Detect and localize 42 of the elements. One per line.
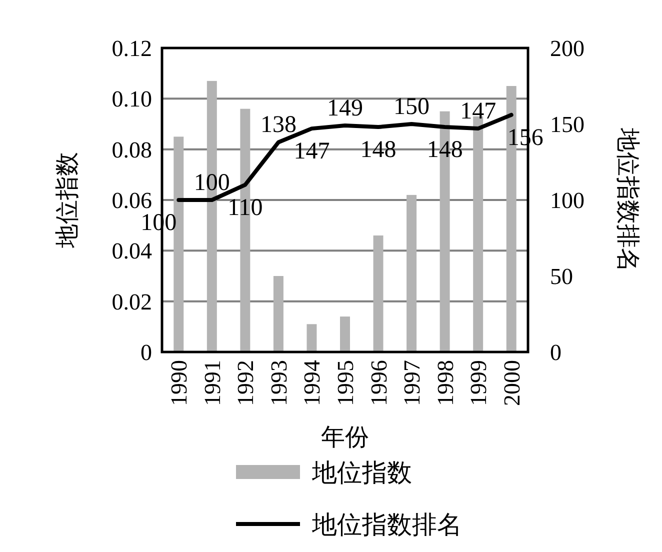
x-tick-label: 1991 — [200, 360, 225, 406]
y-axis-title: 地位指数 — [55, 152, 81, 249]
bar — [373, 235, 384, 352]
x-tick-label: 2000 — [499, 360, 524, 406]
data-label: 148 — [426, 137, 463, 164]
legend-label: 地位指数 — [311, 460, 412, 487]
x-axis-title: 年份 — [321, 425, 369, 451]
y2-tick-label: 150 — [550, 112, 584, 137]
y2-tick-label: 200 — [550, 36, 584, 61]
bar — [306, 324, 317, 352]
data-label: 110 — [228, 194, 263, 221]
y-tick-label: 0.10 — [112, 86, 152, 112]
x-tick-label: 1994 — [300, 360, 325, 406]
x-tick-label: 1998 — [432, 360, 458, 406]
data-label: 148 — [360, 137, 396, 164]
data-label: 147 — [460, 98, 496, 125]
y-tick-label: 0.04 — [112, 238, 152, 264]
data-label: 100 — [194, 170, 230, 196]
y2-tick-label: 100 — [550, 188, 584, 213]
y-tick-label: 0.06 — [112, 188, 152, 213]
data-label: 147 — [294, 138, 330, 165]
data-label: 149 — [327, 96, 363, 122]
y2-axis-title: 地位指数排名 — [614, 127, 640, 272]
x-tick-label: 1992 — [233, 360, 258, 406]
x-tick-label: 1993 — [266, 360, 292, 406]
bar — [406, 194, 417, 352]
x-tick-label: 1995 — [333, 360, 358, 406]
x-tick-label: 1996 — [366, 360, 392, 406]
x-tick-label: 1997 — [400, 360, 425, 406]
y2-tick-label: 50 — [550, 264, 573, 289]
data-label: 150 — [394, 94, 430, 120]
y-tick-label: 0.12 — [112, 36, 152, 61]
x-tick-label: 1999 — [466, 360, 492, 406]
y-tick-label: 0.02 — [112, 289, 152, 314]
data-label: 138 — [260, 112, 296, 138]
y-tick-label: 0.08 — [112, 137, 152, 162]
bar — [273, 276, 284, 352]
y2-tick-label: 0 — [550, 340, 562, 365]
legend-label: 地位指数排名 — [311, 512, 462, 539]
x-tick-label: 1990 — [166, 360, 192, 406]
bar — [340, 316, 350, 352]
y-tick-label: 0 — [140, 340, 152, 365]
